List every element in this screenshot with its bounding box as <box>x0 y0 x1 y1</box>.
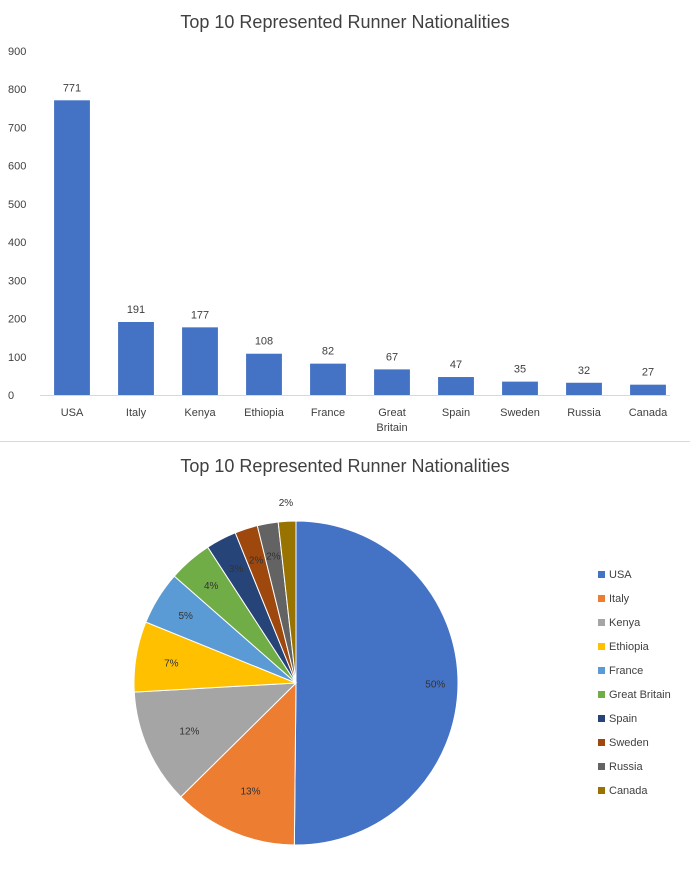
pie-percent-label: 7% <box>164 658 179 669</box>
bar-data-label: 177 <box>191 309 209 321</box>
pie-slices <box>133 520 459 846</box>
x-tick-label: Italy <box>126 407 147 419</box>
legend-swatch-kenya <box>598 619 605 626</box>
bar-ethiopia <box>246 353 282 395</box>
bar-data-label: 35 <box>514 364 526 376</box>
bar-x-axis: USA Italy Kenya Ethiopia France Great Britain S… <box>40 395 670 434</box>
x-tick-label: Russia <box>567 407 602 419</box>
bar-chart-panel: Top 10 Represented Runner Nationalities … <box>8 12 670 434</box>
chart-divider <box>0 441 690 442</box>
legend-swatch-canada <box>598 787 605 794</box>
bar-france <box>310 363 346 395</box>
legend-swatch-france <box>598 667 605 674</box>
legend-swatch-italy <box>598 595 605 602</box>
legend-label-italy: Italy <box>609 593 630 605</box>
legend-swatch-great-britain <box>598 691 605 698</box>
bar-usa <box>54 100 90 395</box>
bar-great-britain <box>374 369 410 395</box>
legend-label-sweden: Sweden <box>609 737 649 749</box>
legend-label-great-britain: Great Britain <box>609 689 671 701</box>
pie-chart: Top 10 Represented Runner Nationalities … <box>133 456 671 846</box>
pie-percent-label: 2% <box>266 551 281 562</box>
y-tick-label: 700 <box>8 122 26 134</box>
pie-slice-usa <box>293 520 459 846</box>
pie-percent-labels: 50%13%12%7%5%4%3%2% 2%2% <box>164 498 445 798</box>
y-tick-label: 100 <box>8 352 26 364</box>
pie-legend: USA Italy Kenya Ethiopia France Great Britain… <box>598 569 671 797</box>
legend-label-spain: Spain <box>609 713 637 725</box>
bar-kenya <box>182 327 218 395</box>
bar-data-label: 108 <box>255 336 273 348</box>
bar-russia <box>566 382 602 395</box>
pie-chart-title: Top 10 Represented Runner Nationalities <box>180 456 509 476</box>
bar-italy <box>118 321 154 395</box>
legend-swatch-usa <box>598 571 605 578</box>
pie-slice-kenya <box>133 682 298 798</box>
y-tick-label: 800 <box>8 84 26 96</box>
pie-percent-label: 5% <box>178 611 193 622</box>
pie-percent-label: 2% <box>279 498 294 509</box>
pie-slice-italy <box>180 681 297 846</box>
x-tick-label: Spain <box>442 407 470 419</box>
bar-data-label: 191 <box>127 304 145 316</box>
bar-chart-title: Top 10 Represented Runner Nationalities <box>180 12 509 32</box>
x-tick-label: USA <box>61 407 84 419</box>
legend-swatch-spain <box>598 715 605 722</box>
bar-chart: Top 10 Represented Runner Nationalities … <box>8 12 670 434</box>
x-tick-label: Canada <box>629 407 668 419</box>
legend-label-kenya: Kenya <box>609 617 641 629</box>
bar-data-label: 27 <box>642 367 654 379</box>
x-tick-label: Sweden <box>500 407 540 419</box>
x-tick-label: Kenya <box>184 407 216 419</box>
y-tick-label: 400 <box>8 237 26 249</box>
legend-label-france: France <box>609 665 643 677</box>
y-tick-label: 0 <box>8 390 14 402</box>
pie-percent-label: 3% <box>229 564 244 575</box>
bar-data-label: 771 <box>63 82 81 94</box>
x-tick-label: Great Britain <box>376 407 407 434</box>
x-tick-label: France <box>311 407 345 419</box>
pie-percent-label: 50% <box>425 680 445 691</box>
bar-y-axis: 0 100 200 300 400 500 600 700 800 900 <box>8 46 26 402</box>
legend-swatch-ethiopia <box>598 643 605 650</box>
legend-label-canada: Canada <box>609 785 648 797</box>
legend-label-ethiopia: Ethiopia <box>609 641 650 653</box>
legend-swatch-russia <box>598 763 605 770</box>
bar-spain <box>438 377 474 395</box>
bar-data-label: 82 <box>322 346 334 358</box>
y-tick-label: 900 <box>8 46 26 58</box>
y-tick-label: 500 <box>8 199 26 211</box>
y-tick-label: 200 <box>8 314 26 326</box>
pie-chart-panel: Top 10 Represented Runner Nationalities … <box>0 442 690 872</box>
bar-sweden <box>502 381 538 395</box>
legend-label-usa: USA <box>609 569 632 581</box>
bar-data-label: 67 <box>386 351 398 363</box>
bar-series: 771 191 177 108 82 67 47 35 32 27 <box>54 82 666 395</box>
pie-percent-label: 13% <box>241 786 261 797</box>
legend-swatch-sweden <box>598 739 605 746</box>
y-tick-label: 600 <box>8 161 26 173</box>
pie-percent-label: 2% <box>249 556 264 567</box>
pie-percent-label: 4% <box>204 581 219 592</box>
y-tick-label: 300 <box>8 275 26 287</box>
x-tick-label: Ethiopia <box>244 407 285 419</box>
legend-label-russia: Russia <box>609 761 644 773</box>
bar-data-label: 47 <box>450 359 462 371</box>
bar-data-label: 32 <box>578 365 590 377</box>
pie-percent-label: 12% <box>179 726 199 737</box>
bar-canada <box>630 384 666 395</box>
pie-slice-canada <box>277 520 297 684</box>
